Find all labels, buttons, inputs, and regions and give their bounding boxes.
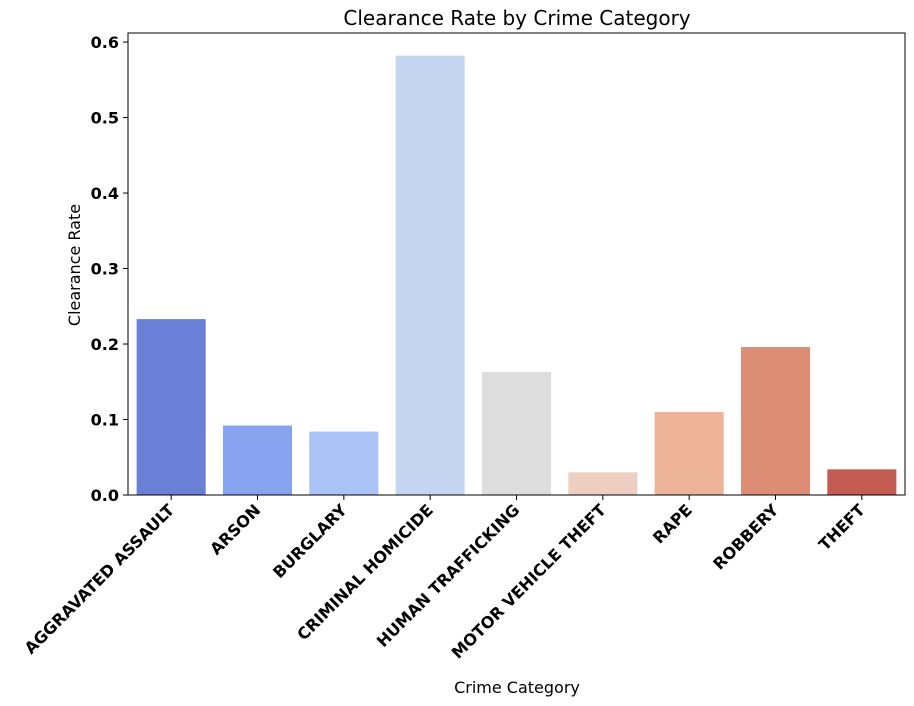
x-tick-label: ARSON [206, 500, 264, 558]
bar-criminal-homicide [395, 55, 465, 495]
bar-human-trafficking [481, 371, 552, 495]
x-axis-label: Crime Category [454, 678, 580, 697]
y-tick-label: 0.3 [91, 260, 119, 279]
chart-title: Clearance Rate by Crime Category [343, 6, 690, 30]
y-tick-label: 0.2 [91, 335, 119, 354]
x-axis: AGGRAVATED ASSAULT ARSON BURGLARYCRIMINAL … [21, 495, 869, 662]
bar-rape [654, 411, 724, 495]
bar-robbery [740, 347, 811, 495]
y-tick-label: 0.5 [91, 109, 119, 128]
y-axis: 0.0 0.1 0.2 0.3 0.4 0.5 0.6 [91, 33, 128, 505]
x-tick-label: MOTOR VEHICLE THEFT [448, 500, 610, 662]
bar-burglary [309, 431, 379, 495]
y-tick-label: 0.4 [91, 184, 119, 203]
y-tick-label: 0.1 [91, 411, 119, 430]
y-axis-label: Clearance Rate [65, 204, 84, 326]
bar-aggravated-assault [136, 319, 206, 495]
x-tick-label: AGGRAVATED ASSAULT [21, 500, 178, 657]
bar-motor-vehicle-theft [568, 472, 638, 495]
x-tick-label: HUMAN TRAFFICKING [373, 500, 523, 650]
y-tick-label: 0.0 [91, 486, 119, 505]
plot-area [136, 55, 897, 495]
bar-theft [827, 469, 897, 495]
x-tick-label: BURGLARY [269, 500, 351, 582]
x-tick-label: ROBBERY [709, 500, 782, 573]
bar-arson [222, 425, 293, 495]
x-tick-label: THEFT [815, 500, 869, 554]
y-tick-label: 0.6 [91, 33, 119, 52]
x-tick-label: RAPE [649, 500, 696, 547]
